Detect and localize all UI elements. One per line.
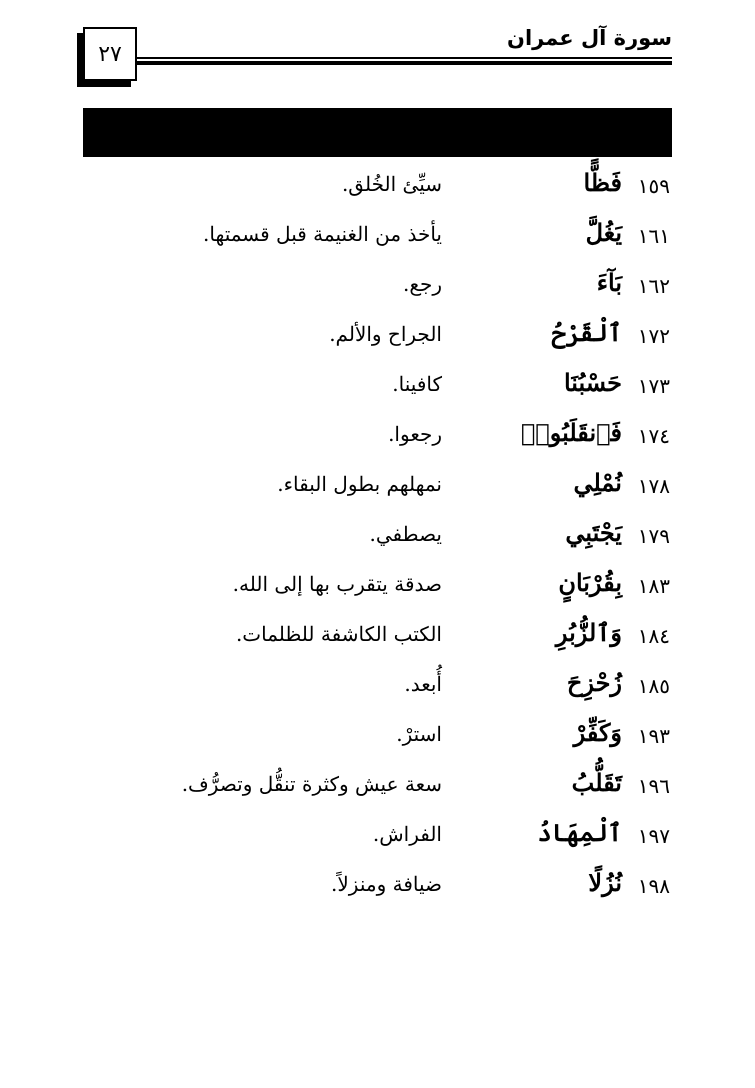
glossary-entry: ١٨٥ زُحْزِحَ أُبعد. <box>0 668 755 708</box>
quran-word: بِقُرْبَانٍ <box>558 568 622 597</box>
verse-number: ١٩٧ <box>637 824 670 848</box>
quran-word: يَجْتَبِي <box>565 518 622 547</box>
glossary-entry: ١٧٤ فَٱنقَلَبُوا۟ رجعوا. <box>0 418 755 458</box>
verse-number: ١٦١ <box>637 224 670 248</box>
verse-number: ١٩٣ <box>637 724 670 748</box>
verse-number: ١٩٦ <box>637 774 670 798</box>
surah-title: سورة آل عمران <box>507 26 672 50</box>
word-meaning: ضيافة ومنزلاً. <box>331 872 442 896</box>
word-meaning: يأخذ من الغنيمة قبل قسمتها. <box>203 222 442 246</box>
glossary-entry: ١٩٨ نُزُلًا ضيافة ومنزلاً. <box>0 868 755 908</box>
glossary-entry: ١٨٣ بِقُرْبَانٍ صدقة يتقرب بها إلى الله. <box>0 568 755 608</box>
glossary-entry: ١٧٨ نُمْلِي نمهلهم بطول البقاء. <box>0 468 755 508</box>
glossary-entry: ١٦١ يَغُلَّ يأخذ من الغنيمة قبل قسمتها. <box>0 218 755 258</box>
verse-number: ١٥٩ <box>637 174 670 198</box>
verse-number: ١٧٢ <box>637 324 670 348</box>
quran-word: حَسْبُنَا <box>563 368 622 397</box>
word-meaning: الكتب الكاشفة للظلمات. <box>235 622 442 646</box>
verse-number: ١٧٩ <box>637 524 670 548</box>
word-meaning: الفراش. <box>372 822 442 846</box>
section-header-bar <box>83 108 672 157</box>
page-number-box: ٢٧ <box>83 27 137 81</box>
quran-word: وَكَفِّرْ <box>573 718 622 747</box>
header-rule-thin <box>137 57 672 59</box>
quran-word: فَظًّا <box>583 168 622 197</box>
word-meaning: الجراح والألم. <box>329 322 442 346</box>
verse-number: ١٨٣ <box>637 574 670 598</box>
word-meaning: سيِّئ الخُلق. <box>341 172 442 196</box>
quran-word: تَقَلُّبُ <box>571 768 622 797</box>
page-number: ٢٧ <box>98 41 122 67</box>
word-meaning: رجعوا. <box>388 422 442 446</box>
glossary-entry: ١٩٣ وَكَفِّرْ استرْ. <box>0 718 755 758</box>
word-meaning: استرْ. <box>396 722 442 746</box>
word-meaning: سعة عيش وكثرة تنقُّل وتصرُّف. <box>181 772 442 796</box>
verse-number: ١٩٨ <box>637 874 670 898</box>
verse-number: ١٧٣ <box>637 374 670 398</box>
word-meaning: كافينا. <box>392 372 442 396</box>
quran-word: فَٱنقَلَبُوا۟ <box>520 418 622 447</box>
word-meaning: نمهلهم بطول البقاء. <box>277 472 442 496</box>
glossary-entry: ١٨٤ وَٱلزُّبُرِ الكتب الكاشفة للظلمات. <box>0 618 755 658</box>
quran-word: بَآءَ <box>596 268 622 297</box>
glossary-entry: ١٦٢ بَآءَ رجع. <box>0 268 755 308</box>
glossary-entry: ١٩٦ تَقَلُّبُ سعة عيش وكثرة تنقُّل وتصرُّف… <box>0 768 755 808</box>
quran-word: ٱلْقَرْحُ <box>551 318 622 347</box>
glossary-entry: ١٧٩ يَجْتَبِي يصطفي. <box>0 518 755 558</box>
glossary-entry: ١٩٧ ٱلْمِهَادُ الفراش. <box>0 818 755 858</box>
glossary-entry: ١٥٩ فَظًّا سيِّئ الخُلق. <box>0 168 755 208</box>
verse-number: ١٨٤ <box>637 624 670 648</box>
verse-number: ١٨٥ <box>637 674 670 698</box>
quran-word: نُزُلًا <box>588 868 622 897</box>
verse-number: ١٧٨ <box>637 474 670 498</box>
quran-word: نُمْلِي <box>573 468 622 497</box>
quran-word: يَغُلَّ <box>585 218 622 247</box>
quran-word: وَٱلزُّبُرِ <box>555 618 622 647</box>
word-meaning: يصطفي. <box>369 522 442 546</box>
word-meaning: أُبعد. <box>404 672 442 696</box>
word-meaning: رجع. <box>402 272 442 296</box>
glossary-entry: ١٧٣ حَسْبُنَا كافينا. <box>0 368 755 408</box>
quran-word: زُحْزِحَ <box>566 668 622 697</box>
word-meaning: صدقة يتقرب بها إلى الله. <box>232 572 442 596</box>
verse-number: ١٦٢ <box>637 274 670 298</box>
quran-word: ٱلْمِهَادُ <box>537 818 622 847</box>
header-rule-thick <box>137 61 672 65</box>
glossary-entry: ١٧٢ ٱلْقَرْحُ الجراح والألم. <box>0 318 755 358</box>
verse-number: ١٧٤ <box>637 424 670 448</box>
